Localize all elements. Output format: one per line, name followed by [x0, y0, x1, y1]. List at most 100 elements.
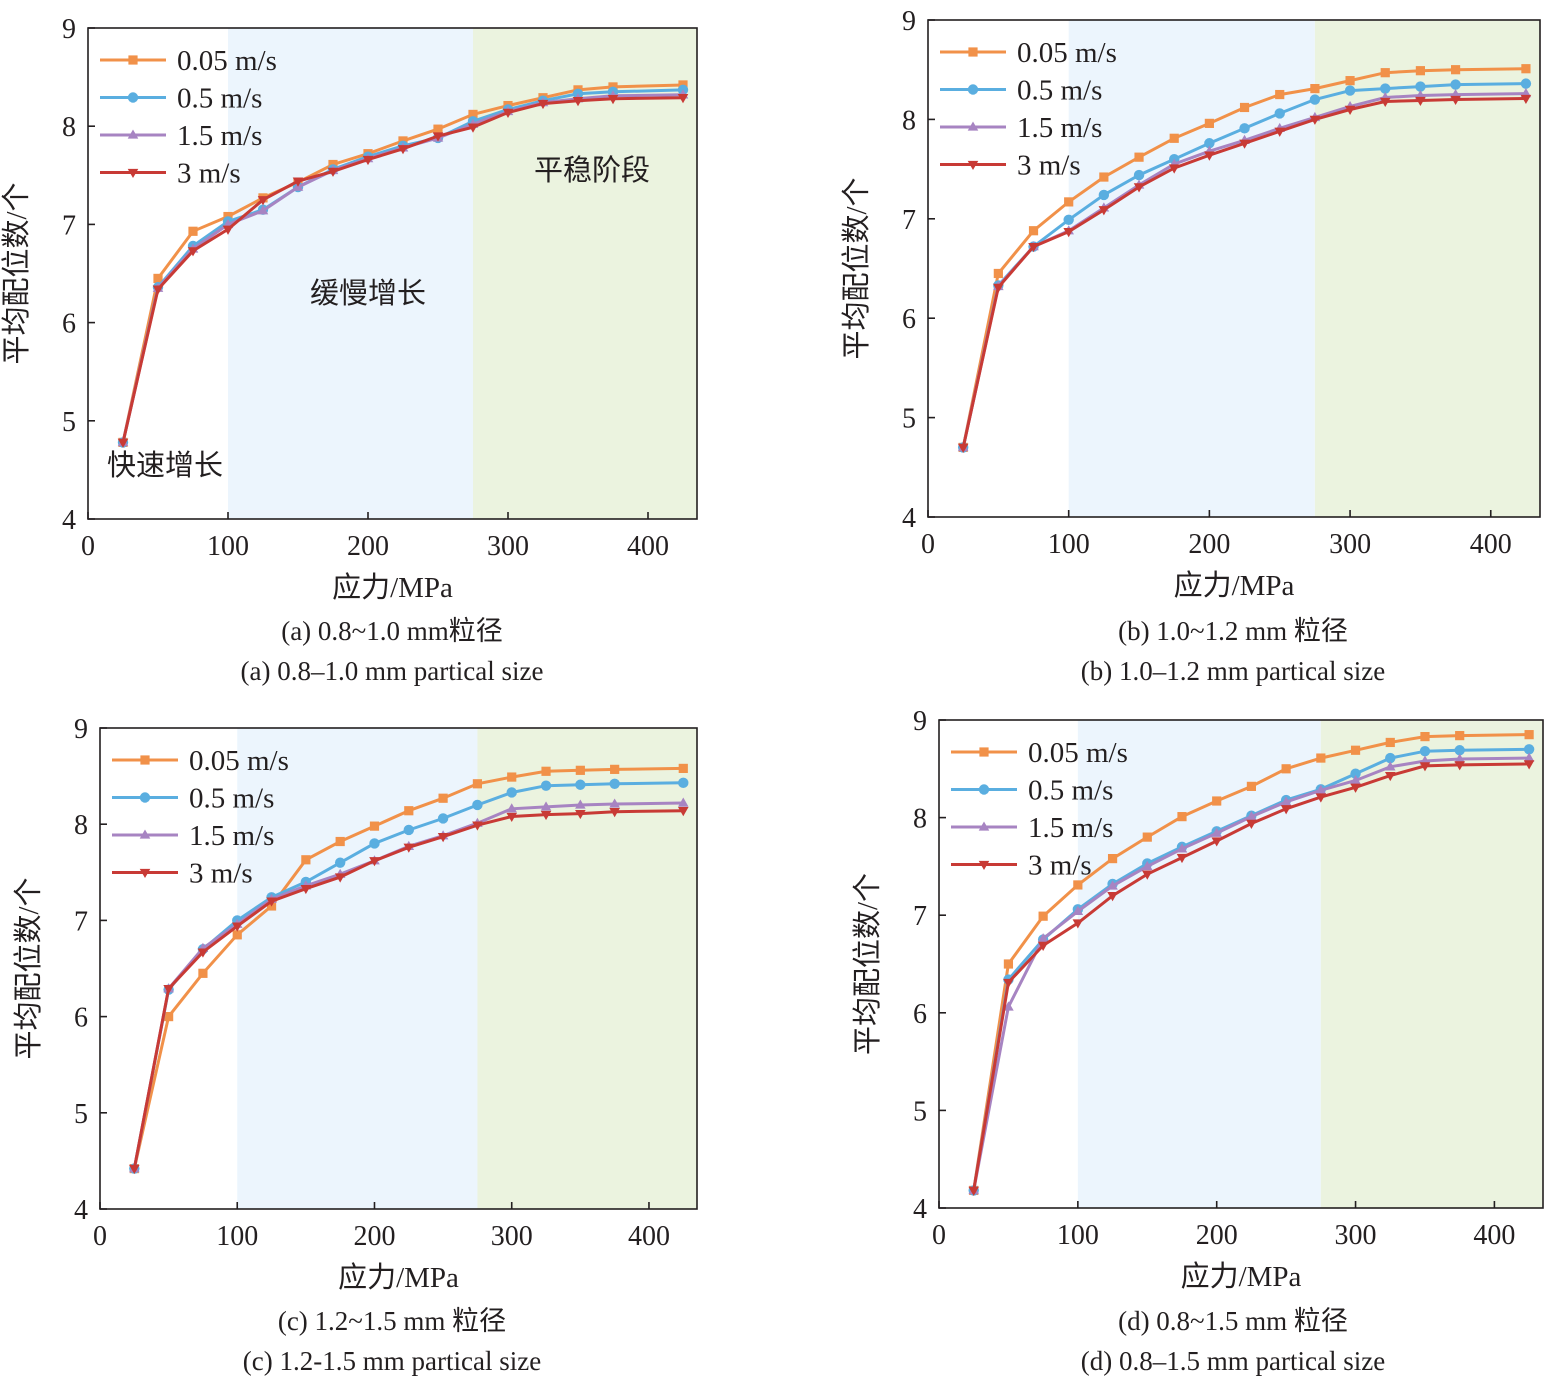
- slow-growth-zone-d: [1077, 720, 1321, 1208]
- slow-growth-zone-b: [1068, 20, 1315, 517]
- caption-en-a: (a) 0.8–1.0 mm partical size: [240, 656, 544, 686]
- x-tick-label-c-1: 100: [216, 1221, 258, 1252]
- panel-c: 0.05 m/s 0.5 m/s 1.5 m/s 3 m/s 0 100 200 300 400…: [0, 700, 760, 1383]
- data-point-b-1-14: [1450, 79, 1461, 90]
- data-point-c-0-3: [232, 930, 242, 940]
- data-point-b-1-11: [1344, 85, 1356, 96]
- legend-marker-c-0: [140, 755, 150, 765]
- data-point-c-3-4: [266, 897, 277, 907]
- x-tick-label-a-1: 100: [207, 531, 249, 562]
- data-point-c-0-5: [301, 855, 311, 865]
- data-point-b-1-4: [1098, 189, 1110, 201]
- data-point-d-3-14: [1454, 761, 1465, 771]
- chart-c: 0.05 m/s 0.5 m/s 1.5 m/s 3 m/s 0 100 200 300 400…: [12, 714, 698, 1294]
- data-point-c-1-8: [403, 824, 414, 836]
- slow-growth-zone-c: [237, 728, 478, 1209]
- legend-marker-a-2: [127, 129, 139, 139]
- data-point-d-0-13: [1420, 731, 1430, 742]
- data-point-c-2-13: [575, 799, 586, 809]
- series-line-a-0: [121, 83, 684, 443]
- data-point-b-1-5: [1133, 169, 1145, 181]
- y-tick-label-b-3: 7: [902, 205, 916, 236]
- data-point-c-2-14: [609, 798, 620, 808]
- data-point-d-1-11: [1350, 768, 1361, 779]
- data-point-d-2-8: [1246, 811, 1257, 821]
- data-point-d-3-1: [1003, 978, 1014, 989]
- stable-zone-d: [1320, 720, 1543, 1208]
- data-point-c-3-3: [231, 922, 243, 932]
- data-point-b-0-2: [1028, 226, 1039, 236]
- data-point-c-0-7: [369, 821, 380, 831]
- x-tick-label-b-3: 300: [1329, 529, 1371, 560]
- y-tick-label-c-1: 5: [74, 1099, 88, 1130]
- legend-label-b-3: 3 m/s: [1017, 150, 1081, 182]
- data-point-a-3-4: [257, 196, 269, 206]
- data-point-d-0-7: [1212, 796, 1222, 806]
- data-point-c-1-11: [506, 787, 517, 798]
- data-point-c-0-14: [610, 764, 620, 774]
- data-point-a-3-11: [502, 108, 514, 118]
- y-tick-label-b-5: 9: [902, 6, 916, 37]
- data-point-b-3-8: [1239, 139, 1250, 149]
- data-point-c-1-14: [609, 778, 620, 789]
- data-point-b-3-4: [1098, 206, 1110, 216]
- y-tick-label-a-3: 7: [62, 210, 76, 241]
- legend-label-c-0: 0.05 m/s: [189, 745, 289, 777]
- zone-label-a-1: 缓慢增长: [310, 277, 426, 310]
- data-point-c-2-12: [540, 801, 552, 811]
- caption-en-c: (c) 1.2-1.5 mm partical size: [242, 1346, 542, 1376]
- data-point-b-3-10: [1309, 115, 1321, 125]
- data-point-c-1-13: [575, 779, 586, 790]
- data-point-c-3-6: [334, 873, 346, 883]
- legend-label-b-1: 0.5 m/s: [1017, 75, 1102, 107]
- data-point-d-3-4: [1107, 892, 1118, 902]
- zone-label-a-2: 平稳阶段: [534, 154, 650, 187]
- y-tick-label-b-1: 5: [902, 404, 916, 435]
- stable-zone-b: [1314, 20, 1540, 517]
- data-point-c-3-11: [506, 812, 518, 823]
- legend-marker-d-1: [978, 784, 990, 795]
- data-point-d-3-9: [1280, 805, 1292, 815]
- data-point-d-2-1: [1003, 1001, 1014, 1011]
- data-point-b-1-12: [1380, 83, 1391, 94]
- data-point-d-2-14: [1454, 753, 1465, 763]
- data-point-d-0-12: [1385, 737, 1395, 748]
- x-axis-label-a: 应力/MPa: [332, 571, 453, 604]
- caption-cn-c: (c) 1.2~1.5 mm 粒径: [277, 1306, 507, 1336]
- data-point-c-3-1: [163, 985, 174, 995]
- caption-cn-a: (a) 0.8~1.0 mm粒径: [281, 616, 503, 646]
- legend-marker-b-0: [968, 47, 978, 57]
- data-point-d-0-8: [1246, 781, 1257, 791]
- data-point-d-2-4: [1107, 880, 1118, 890]
- y-tick-label-d-3: 7: [913, 901, 927, 932]
- data-point-d-1-14: [1454, 745, 1465, 756]
- legend-label-c-3: 3 m/s: [189, 858, 253, 890]
- data-point-c-3-12: [540, 810, 552, 821]
- x-tick-label-c-2: 200: [353, 1221, 395, 1252]
- data-point-c-3-8: [403, 843, 415, 853]
- data-point-d-2-15: [1523, 752, 1535, 762]
- data-point-c-3-5: [300, 884, 312, 895]
- y-tick-label-d-0: 4: [913, 1194, 927, 1225]
- data-point-a-3-10: [467, 123, 479, 133]
- data-point-a-0-2: [188, 226, 198, 236]
- legend-marker-d-3: [978, 860, 990, 871]
- series-line-c-0: [132, 766, 684, 1169]
- x-tick-label-c-3: 300: [491, 1221, 533, 1252]
- data-point-a-3-8: [397, 145, 409, 155]
- series-line-c-3: [132, 809, 684, 1169]
- data-point-d-2-2: [1037, 933, 1049, 943]
- legend-label-c-1: 0.5 m/s: [189, 783, 274, 815]
- x-axis-label-c: 应力/MPa: [338, 1261, 459, 1294]
- legend-marker-b-3: [967, 160, 979, 171]
- x-tick-label-c-4: 400: [628, 1221, 670, 1252]
- data-point-d-2-3: [1072, 905, 1084, 915]
- x-tick-label-a-0: 0: [81, 531, 95, 562]
- x-tick-label-d-2: 200: [1196, 1220, 1238, 1251]
- data-point-c-0-15: [678, 763, 688, 774]
- x-tick-label-a-4: 400: [627, 531, 669, 562]
- data-point-d-3-15: [1523, 760, 1535, 770]
- x-tick-label-a-3: 300: [487, 531, 529, 562]
- data-point-b-3-3: [1063, 228, 1074, 238]
- x-tick-label-b-4: 400: [1470, 529, 1512, 560]
